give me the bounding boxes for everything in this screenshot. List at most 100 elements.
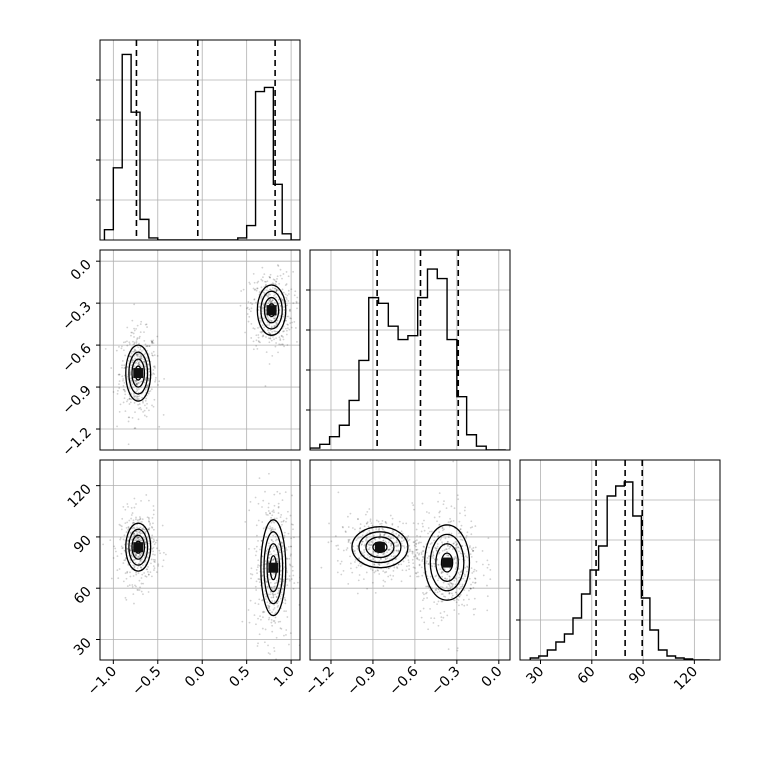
sample-point <box>248 547 250 550</box>
sample-point <box>140 552 143 555</box>
sample-point <box>449 545 451 548</box>
sample-point <box>387 535 390 538</box>
sample-point <box>146 345 149 348</box>
sample-point <box>144 553 147 555</box>
sample-point <box>127 526 130 529</box>
sample-point <box>249 283 251 285</box>
sample-point <box>138 553 141 556</box>
sample-point <box>439 510 441 513</box>
sample-point <box>286 578 289 580</box>
sample-point <box>289 322 292 325</box>
contour-0-level-2 <box>365 536 395 559</box>
sample-point <box>118 373 121 376</box>
sample-point <box>140 539 143 542</box>
sample-point <box>139 406 142 409</box>
sample-point <box>388 548 391 551</box>
sample-point <box>288 643 290 646</box>
sample-point <box>486 559 489 562</box>
sample-point <box>360 543 363 546</box>
contour-0-level-0 <box>125 344 152 402</box>
sample-point <box>271 300 273 302</box>
sample-point <box>457 572 460 574</box>
sample-point <box>347 526 350 528</box>
sample-point <box>133 566 136 569</box>
sample-point <box>440 571 443 574</box>
sample-point <box>391 523 394 526</box>
sample-point <box>392 530 395 533</box>
sample-point <box>374 559 376 562</box>
sample-point <box>278 580 281 583</box>
sample-point <box>335 544 338 547</box>
sample-point <box>304 294 306 296</box>
sample-point <box>257 559 260 562</box>
sample-point <box>417 522 420 525</box>
sample-point <box>153 398 156 401</box>
sample-point <box>146 360 149 362</box>
sample-point <box>347 541 350 543</box>
sample-point <box>261 324 264 327</box>
sample-point <box>268 609 271 612</box>
sample-point <box>421 550 424 553</box>
sample-point <box>292 574 295 577</box>
sample-point <box>136 353 139 356</box>
sample-point <box>136 588 139 591</box>
sample-point <box>277 546 280 549</box>
sample-point <box>275 581 278 584</box>
sample-point <box>459 547 462 550</box>
sample-point <box>127 540 130 543</box>
sample-point <box>444 595 447 598</box>
sample-point <box>418 559 421 561</box>
sample-point <box>295 301 298 304</box>
ytick-label-2-0: 30 <box>71 635 95 659</box>
sample-point <box>267 292 270 295</box>
sample-point <box>137 363 140 366</box>
sample-point <box>285 298 288 301</box>
sample-point <box>152 565 155 568</box>
sample-point <box>286 327 289 330</box>
sample-point <box>264 385 267 387</box>
sample-point <box>135 571 137 574</box>
sample-point <box>458 595 461 598</box>
sample-point <box>256 287 258 290</box>
xtick-label-0-0: −1.0 <box>85 664 120 699</box>
sample-point <box>151 342 154 345</box>
sample-point <box>136 537 138 540</box>
sample-point <box>378 560 381 563</box>
sample-point <box>153 373 156 376</box>
sample-point <box>276 319 279 322</box>
sample-point <box>270 325 273 328</box>
sample-point <box>415 572 418 575</box>
sample-point <box>395 541 397 544</box>
sample-point <box>140 559 143 561</box>
sample-point <box>148 499 150 502</box>
sample-point <box>288 557 291 560</box>
sample-point <box>375 554 378 557</box>
sample-point <box>396 566 398 569</box>
sample-point <box>282 520 285 523</box>
sample-point <box>251 303 254 306</box>
sample-point <box>384 571 386 574</box>
sample-point <box>274 616 277 619</box>
sample-point <box>437 600 440 603</box>
sample-point <box>131 416 134 419</box>
sample-point <box>268 553 271 556</box>
sample-point <box>141 528 144 531</box>
sample-point <box>378 563 381 566</box>
sample-point <box>144 530 147 533</box>
sample-point <box>423 529 426 532</box>
sample-point <box>139 566 142 569</box>
sample-point <box>157 384 159 386</box>
sample-point <box>405 569 408 572</box>
sample-point <box>110 577 113 580</box>
panel-2d-content-2 <box>310 460 510 660</box>
sample-point <box>352 550 355 553</box>
sample-point <box>126 521 129 524</box>
sample-point <box>366 536 368 539</box>
sample-point <box>138 363 140 366</box>
sample-point <box>134 357 137 360</box>
sample-point <box>280 541 283 544</box>
sample-point <box>139 331 142 333</box>
sample-point <box>459 512 461 515</box>
sample-point <box>375 519 378 522</box>
sample-point <box>414 555 417 558</box>
